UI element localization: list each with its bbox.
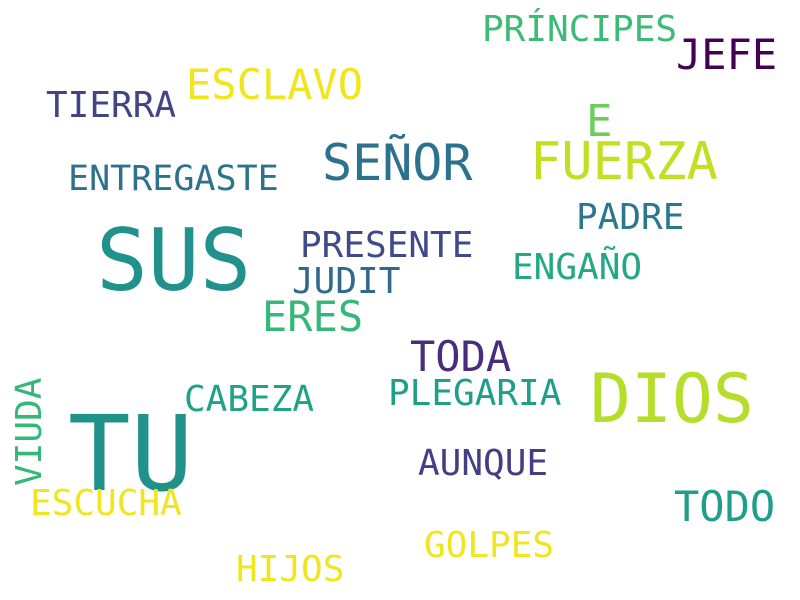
- word-escucha: ESCUCHA: [30, 483, 182, 524]
- word-tu: TU: [68, 393, 194, 515]
- word-tierra: TIERRA: [46, 85, 177, 126]
- word-presente: PRESENTE: [300, 225, 474, 266]
- word-dios: DIOS: [590, 360, 754, 439]
- word-hijos: HIJOS: [236, 549, 345, 590]
- word-fuerza: FUERZA: [530, 132, 718, 192]
- word-padre: PADRE: [576, 197, 685, 238]
- word-todo: TODO: [674, 482, 776, 531]
- word-esclavo: ESCLAVO: [186, 60, 364, 109]
- word-principes: PRÍNCIPES: [482, 9, 678, 50]
- word-sus: SUS: [96, 211, 252, 311]
- word-entregaste: ENTREGASTE: [68, 159, 279, 199]
- word-senor: SEÑOR: [322, 134, 473, 192]
- word-judit: JUDIT: [292, 261, 401, 302]
- word-golpes: GOLPES: [424, 525, 555, 566]
- word-viuda: VIUDA: [9, 377, 50, 486]
- word-jefe: JEFE: [676, 30, 778, 79]
- word-plegaria: PLEGARIA: [388, 373, 562, 414]
- word-engano: ENGAÑO: [512, 247, 643, 288]
- word-cabeza: CABEZA: [184, 379, 315, 420]
- word-aunque: AUNQUE: [418, 443, 549, 484]
- word-toda: TODA: [410, 332, 512, 381]
- word-eres: ERES: [262, 292, 364, 341]
- word-e: E: [586, 96, 613, 147]
